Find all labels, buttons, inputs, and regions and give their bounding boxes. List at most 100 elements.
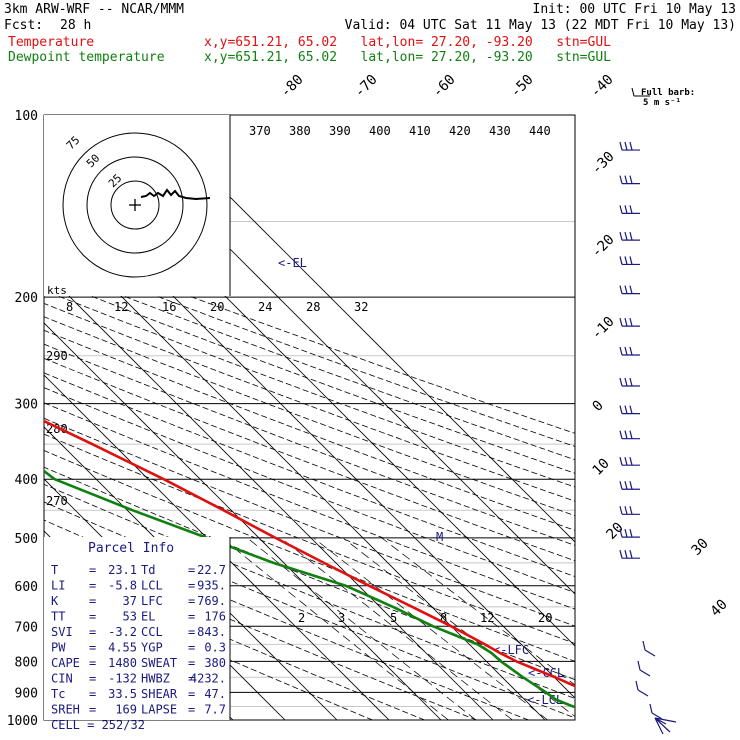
theta-label: 390 — [329, 124, 351, 138]
isotherm-tick-label: 20 — [604, 520, 627, 543]
mixing-ratio-label: 8 — [66, 300, 73, 314]
wind-barb-flag — [629, 285, 633, 294]
parcel-param-name: SREH — [51, 703, 80, 717]
mixing-ratio-label: 3 — [338, 611, 345, 625]
parcel-param-name: EL — [141, 610, 155, 624]
parcel-param-value: 843. — [197, 625, 226, 639]
sounding-curves — [44, 419, 618, 719]
mixing-ratio-line — [280, 537, 513, 720]
forecast-label: Fcst: — [4, 18, 44, 33]
parcel-param-value: -132 — [108, 672, 137, 686]
wind-barb-flag — [629, 256, 633, 265]
wind-barb-flag — [619, 529, 623, 538]
wind-barb-flag — [624, 550, 628, 559]
wind-barb-flag — [619, 506, 623, 515]
wind-barb-flag — [619, 430, 623, 439]
wind-barb-flag — [619, 377, 623, 387]
surface-parcel-marker — [612, 713, 618, 719]
wind-barb-flag — [619, 232, 623, 241]
isotherm-tick-label: -10 — [589, 314, 618, 343]
parcel-param-equals: = — [188, 641, 195, 655]
parcel-param-equals: = — [89, 641, 96, 655]
parcel-param-value: 4.55 — [108, 641, 137, 655]
parcel-param-value: 769. — [197, 594, 226, 608]
wind-barb-flag — [624, 285, 628, 294]
wind-barb-flag — [629, 317, 633, 327]
wind-barb-flag — [629, 205, 633, 214]
wind-barb-flag — [629, 457, 633, 466]
wind-barb-flag — [624, 457, 628, 466]
parcel-param-value: 380 — [204, 656, 226, 670]
parcel-param-name: CCL — [141, 625, 163, 639]
parcel-param-name: LFC — [141, 594, 163, 608]
theta-label: 380 — [289, 124, 311, 138]
dry-adiabat-line — [44, 277, 575, 474]
dry-adiabat-line — [44, 483, 575, 699]
parcel-param-equals: = — [188, 594, 195, 608]
dry-adiabat-line — [44, 303, 575, 502]
isotherm-tick-label: -30 — [589, 149, 618, 178]
pressure-tick-label: 500 — [15, 532, 38, 547]
wind-barb-flag — [619, 141, 623, 151]
wind-barb-flag — [619, 256, 623, 265]
mixing-ratio-label: 20 — [210, 300, 224, 314]
isotherm-tick-label: -80 — [278, 72, 307, 101]
parcel-param-name: SHEAR — [141, 687, 178, 701]
parcel-param-name: K — [51, 594, 59, 608]
hodograph-ring — [86, 156, 184, 254]
hodograph-trace — [140, 188, 211, 201]
dry-adiabat-line — [44, 343, 575, 546]
isotherm-tick-label: -50 — [508, 72, 537, 101]
wind-barb-flag — [642, 640, 646, 651]
dry-adiabat-line — [44, 289, 575, 488]
wind-barbs: Full barb:5 m s⁻¹ — [619, 87, 695, 735]
parcel-param-equals: = — [89, 579, 96, 593]
level-marker-label: <-EL — [278, 256, 307, 270]
dry-adiabat-line — [44, 433, 575, 644]
forecast-hour: 28 h — [60, 18, 92, 33]
wind-barb-flag — [624, 317, 628, 327]
parcel-param-name: LAPSE — [141, 703, 177, 717]
mixing-ratio-label: 2 — [298, 611, 305, 625]
wind-barb-flag — [629, 430, 633, 439]
parcel-param-value: 33.5 — [108, 687, 137, 701]
parcel-param-value: 22.7 — [197, 563, 226, 577]
pressure-tick-label: 800 — [15, 655, 38, 670]
parcel-param-value: 53 — [123, 610, 137, 624]
wind-barb-shaft — [644, 649, 656, 657]
pressure-tick-label: 1000 — [7, 714, 38, 729]
dry-adiabat-line — [44, 577, 373, 720]
mixing-ratio-line — [221, 537, 449, 720]
wind-barb-shaft — [651, 712, 663, 720]
parcel-param-equals: = — [188, 610, 195, 624]
isotherm-line — [44, 374, 390, 720]
parcel-param-equals: = — [188, 687, 195, 701]
level-marker-label: <-LCL — [527, 693, 563, 707]
wind-barb-flag — [624, 256, 628, 265]
isotherm-tick-label: -70 — [352, 72, 381, 101]
isotherm-tick-label: -20 — [589, 232, 618, 261]
parcel-param-name: CIN — [51, 672, 73, 686]
isotherm-tick-label: -40 — [588, 72, 617, 101]
hodograph-unit-label: kts — [47, 284, 67, 297]
wind-barb-flag — [624, 232, 628, 241]
wind-barb-flag — [624, 529, 628, 538]
wind-barb-flag — [635, 680, 639, 691]
wind-barb-flag — [629, 346, 633, 356]
mixing-ratio-line — [247, 537, 477, 720]
wind-barb-flag — [624, 205, 628, 214]
barb-key-title: Full barb: — [641, 88, 695, 98]
isotherm-tick-label: 10 — [590, 456, 613, 479]
parcel-param-value: 23.1 — [108, 563, 137, 577]
parcel-param-value: 935. — [197, 579, 226, 593]
wind-barb-flag — [619, 405, 623, 414]
barb-key-unit: 5 m s⁻¹ — [643, 98, 681, 108]
legend-dewpoint-label: Dewpoint temperature — [8, 50, 165, 65]
mixing-ratio-label: 28 — [306, 300, 320, 314]
model-title: 3km ARW-WRF -- NCAR/MMM — [4, 2, 185, 17]
wind-barb-flag — [629, 529, 633, 538]
wind-barb-flag — [619, 457, 623, 466]
theta-label: 440 — [529, 124, 551, 138]
parcel-param-equals: = — [89, 687, 96, 701]
